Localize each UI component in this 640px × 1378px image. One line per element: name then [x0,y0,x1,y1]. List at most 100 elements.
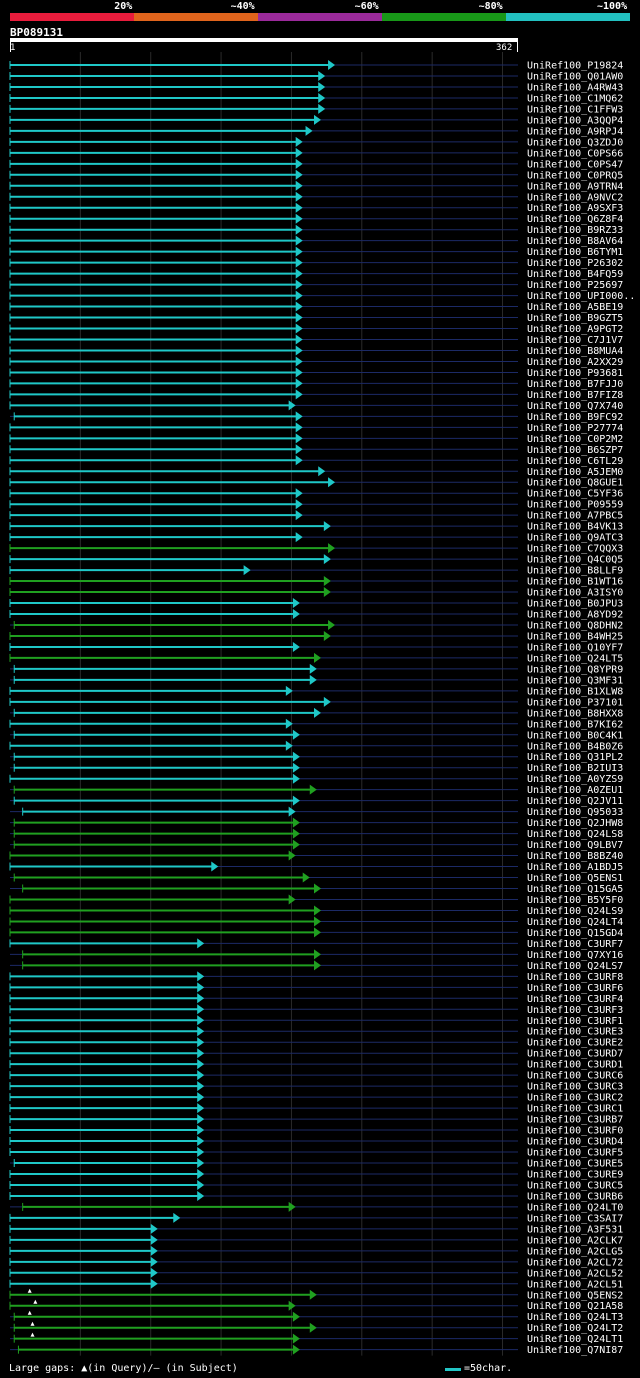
hit-label[interactable]: UniRef100_Q15GD4 [527,928,623,939]
hit-row[interactable]: UniRef100_C0PRQ5 [9,169,623,182]
hit-label[interactable]: UniRef100_C3URC2 [527,1093,623,1104]
hit-label[interactable]: UniRef100_C3URF4 [527,994,623,1005]
hit-row[interactable]: UniRef100_B0JPU3 [9,598,623,610]
hit-row[interactable]: UniRef100_B4VK13 [9,521,623,533]
hit-row[interactable]: UniRef100_C3URC1 [9,1103,623,1115]
hit-label[interactable]: UniRef100_A2XX29 [527,357,623,368]
hit-row[interactable]: UniRef100_Q01AW0 [9,70,623,83]
hit-row[interactable]: UniRef100_B1WT16 [9,576,623,588]
hit-label[interactable]: UniRef100_B9GZT5 [527,313,623,324]
hit-label[interactable]: UniRef100_B6SZP7 [527,445,623,456]
hit-row[interactable]: UniRef100_C3URC2 [9,1092,623,1104]
hit-label[interactable]: UniRef100_C3URE3 [527,1027,623,1038]
hit-label[interactable]: UniRef100_A0YZS9 [527,774,623,785]
hit-row[interactable]: UniRef100_A2CL72 [9,1256,623,1269]
hit-row[interactable]: UniRef100_Q8DHN2 [10,619,623,632]
hit-label[interactable]: UniRef100_Q9LBV7 [527,840,623,851]
hit-row[interactable]: UniRef100_A2XX29 [9,356,623,368]
hit-row[interactable]: UniRef100_A2CL51 [9,1278,623,1291]
hit-row[interactable]: UniRef100_C7QQX3 [9,543,623,555]
hit-label[interactable]: UniRef100_B8AV64 [527,236,623,247]
hit-label[interactable]: UniRef100_Q4C0Q5 [527,555,623,566]
hit-row[interactable]: UniRef100_UPI000.. [9,290,635,303]
hit-row[interactable]: UniRef100_P09559 [9,499,623,511]
hit-label[interactable]: UniRef100_P25697 [527,280,623,291]
hit-label[interactable]: UniRef100_A2CL72 [527,1257,623,1268]
hit-row[interactable]: UniRef100_C3URF8 [9,971,623,983]
hit-label[interactable]: UniRef100_Q01AW0 [527,71,623,82]
hit-row[interactable]: UniRef100_Q9LBV7 [10,839,623,852]
hit-row[interactable]: UniRef100_Q3ZDJ0 [9,136,623,149]
hit-row[interactable]: UniRef100_Q31PL2 [10,751,623,764]
hit-row[interactable]: UniRef100_C3URE9 [9,1168,623,1181]
hit-row[interactable]: UniRef100_B4B0Z6 [9,740,623,753]
hit-label[interactable]: UniRef100_C1FFW3 [527,104,623,115]
hit-label[interactable]: UniRef100_Q2JV11 [527,796,623,807]
hit-label[interactable]: UniRef100_B2IUI3 [527,763,623,774]
hit-label[interactable]: UniRef100_P26302 [527,258,623,269]
hit-row[interactable]: UniRef100_P27774 [9,422,623,434]
hit-label[interactable]: UniRef100_C3URF5 [527,1148,623,1159]
hit-row[interactable]: UniRef100_Q15GD4 [9,927,623,939]
hit-row[interactable]: UniRef100_Q24LT5 [9,652,623,665]
hit-label[interactable]: UniRef100_Q7NI87 [527,1345,623,1356]
hit-label[interactable]: UniRef100_B6TYM1 [527,247,623,258]
hit-label[interactable]: UniRef100_C3URD1 [527,1060,623,1071]
hit-row[interactable]: UniRef100_Q8YPR9 [10,663,623,676]
hit-row[interactable]: UniRef100_Q24LS8 [10,828,623,841]
hit-row[interactable]: UniRef100_Q24LT2 [10,1321,623,1335]
hit-label[interactable]: UniRef100_C5YF36 [527,489,623,500]
hit-label[interactable]: UniRef100_Q7XY16 [527,950,623,961]
hit-label[interactable]: UniRef100_A5JEM0 [527,467,623,478]
hit-label[interactable]: UniRef100_C7J1V7 [527,335,623,346]
hit-row[interactable]: UniRef100_A2CLG5 [9,1245,623,1258]
hit-label[interactable]: UniRef100_Q24LT1 [527,1334,623,1345]
hit-label[interactable]: UniRef100_Q24LT3 [527,1312,623,1323]
hit-row[interactable]: UniRef100_A3QQP4 [9,114,623,127]
hit-label[interactable]: UniRef100_C3URC1 [527,1104,623,1115]
hit-label[interactable]: UniRef100_C1MQ62 [527,93,623,104]
hit-label[interactable]: UniRef100_C0PS47 [527,159,623,170]
hit-row[interactable]: UniRef100_C1FFW3 [9,103,623,116]
hit-row[interactable]: UniRef100_B7FJJ0 [9,378,623,390]
hit-row[interactable]: UniRef100_C3URF5 [9,1147,623,1159]
hit-row[interactable]: UniRef100_A2CLK7 [9,1234,623,1247]
hit-row[interactable]: UniRef100_B1XLW8 [9,685,623,698]
hit-label[interactable]: UniRef100_Q8DHN2 [527,620,623,631]
hit-row[interactable]: UniRef100_A5BE19 [9,301,623,314]
hit-row[interactable]: UniRef100_Q24LT1 [10,1332,623,1346]
hit-label[interactable]: UniRef100_C7QQX3 [527,544,623,555]
hit-row[interactable]: UniRef100_C7J1V7 [9,334,623,347]
hit-label[interactable]: UniRef100_Q9ATC3 [527,533,623,544]
hit-row[interactable]: UniRef100_B7KI62 [9,718,623,731]
hit-label[interactable]: UniRef100_B4B0Z6 [527,741,623,752]
hit-label[interactable]: UniRef100_C3URB6 [527,1191,623,1202]
hit-row[interactable]: UniRef100_C3URF0 [9,1125,623,1137]
hit-row[interactable]: UniRef100_C3URB7 [9,1114,623,1126]
hit-row[interactable]: UniRef100_A3F531 [9,1223,623,1236]
hit-row[interactable]: UniRef100_C3URC6 [9,1070,623,1082]
hit-label[interactable]: UniRef100_A2CLK7 [527,1235,623,1246]
hit-row[interactable]: UniRef100_Q24LS9 [9,905,623,917]
hit-row[interactable]: UniRef100_A9SXF3 [9,202,623,215]
hit-row[interactable]: UniRef100_B8MUA4 [9,345,623,357]
hit-row[interactable]: UniRef100_B9RZ33 [9,224,623,237]
hit-row[interactable]: UniRef100_Q2JHW8 [10,817,623,830]
hit-label[interactable]: UniRef100_A3QQP4 [527,115,623,126]
hit-label[interactable]: UniRef100_Q24LT2 [527,1323,623,1334]
hit-label[interactable]: UniRef100_A9TRN4 [527,181,623,192]
hit-row[interactable]: UniRef100_Q95033 [10,806,623,819]
hit-label[interactable]: UniRef100_P09559 [527,500,623,511]
hit-row[interactable]: UniRef100_Q6Z8F4 [9,213,623,226]
hit-label[interactable]: UniRef100_A0ZEU1 [527,785,623,796]
hit-label[interactable]: UniRef100_A7PBC5 [527,511,623,522]
hit-label[interactable]: UniRef100_C3URF6 [527,983,623,994]
hit-label[interactable]: UniRef100_Q3ZDJ0 [527,137,623,148]
hit-row[interactable]: UniRef100_B9FC92 [10,411,623,423]
hit-label[interactable]: UniRef100_C3URF1 [527,1016,623,1027]
hit-label[interactable]: UniRef100_Q5ENS1 [527,873,623,884]
hit-row[interactable]: UniRef100_C3URF3 [9,1004,623,1016]
hit-label[interactable]: UniRef100_C3URB7 [527,1115,623,1126]
hit-label[interactable]: UniRef100_A3ISY0 [527,588,623,599]
hit-label[interactable]: UniRef100_B8BZ40 [527,851,623,862]
